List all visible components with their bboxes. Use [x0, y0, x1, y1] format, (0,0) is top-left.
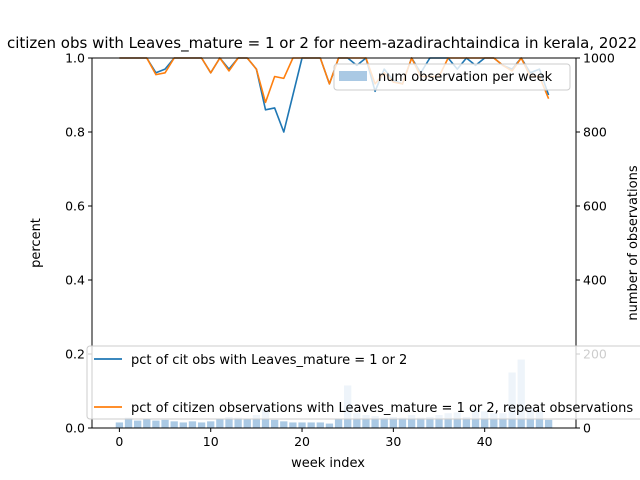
y-axis-ticks: 0.0 0.2 0.4 0.6 0.8 1.0: [65, 51, 92, 436]
bar-week-35: [435, 415, 443, 428]
y-tick-label: 0.4: [65, 273, 85, 288]
bar-week-18: [280, 421, 288, 428]
y2-tick-label: 800: [583, 125, 607, 140]
bar-week-9: [197, 422, 206, 428]
x-axis-ticks: 0 10 20 30 40: [115, 428, 493, 449]
bar-week-40: [481, 411, 489, 428]
y-tick-label: 0.0: [65, 421, 85, 436]
bar-week-20: [298, 422, 306, 428]
x-tick-label: 30: [385, 434, 401, 449]
legend-bar-swatch: [339, 71, 367, 81]
legend-upper-box: [333, 63, 571, 91]
bar-week-8: [188, 421, 197, 428]
bar-week-34: [426, 416, 434, 428]
y2-tick-label: 400: [583, 273, 607, 288]
bar-week-3: [143, 418, 151, 428]
bar-week-33: [417, 417, 425, 428]
bar-week-6: [170, 421, 178, 428]
bar-week-14: [243, 418, 251, 428]
bar-week-26: [353, 413, 361, 428]
bar-week-31: [398, 417, 407, 428]
bar-week-47: [544, 419, 553, 428]
y2-tick-label: 600: [583, 199, 607, 214]
bar-week-1: [124, 417, 133, 428]
bar-week-13: [234, 417, 242, 428]
bar-week-27: [362, 415, 370, 428]
legend-lower-box: [86, 345, 640, 420]
bar-week-4: [152, 420, 160, 428]
bar-week-10: [207, 421, 215, 428]
bar-week-24: [334, 418, 343, 428]
bar-week-37: [453, 412, 461, 428]
bar-week-21: [307, 422, 315, 428]
bar-week-22: [316, 422, 324, 428]
bar-week-30: [389, 416, 398, 428]
bar-week-46: [535, 411, 544, 428]
y-tick-label: 0.2: [65, 347, 85, 362]
bar-week-38: [462, 416, 471, 428]
x-tick-label: 20: [294, 434, 310, 449]
x-tick-label: 10: [203, 434, 219, 449]
bar-week-41: [490, 413, 498, 428]
legend-series-1-label: pct of cit obs with Leaves_mature = 1 or…: [131, 353, 407, 368]
bar-week-19: [289, 422, 297, 428]
y2-axis-label: number of observations: [626, 165, 640, 320]
bar-week-28: [371, 416, 379, 428]
bar-week-12: [225, 416, 233, 428]
y-tick-label: 0.6: [65, 199, 85, 214]
legend-lower: pct of cit obs with Leaves_mature = 1 or…: [86, 345, 640, 420]
plot-frame: [91, 57, 577, 429]
chart-title: citizen obs with Leaves_mature = 1 or 2 …: [7, 34, 637, 53]
y2-tick-label: 1000: [583, 51, 615, 66]
y2-tick-label: 0: [583, 421, 591, 436]
bar-week-36: [444, 413, 452, 428]
y-axis-label: percent: [29, 218, 44, 268]
bar-week-0: [115, 422, 124, 428]
bar-week-11: [216, 418, 224, 428]
bar-week-42: [499, 413, 507, 428]
x-tick-label: 0: [115, 434, 123, 449]
bar-week-23: [325, 423, 334, 428]
bar-week-5: [161, 419, 169, 428]
x-axis-label: week index: [291, 456, 365, 471]
legend-upper: num observation per week: [333, 63, 571, 91]
y-tick-label: 0.8: [65, 125, 85, 140]
bar-week-7: [179, 422, 187, 428]
bar-week-2: [134, 420, 142, 428]
y-tick-label: 1.0: [65, 51, 85, 66]
bar-week-15: [252, 415, 261, 428]
legend-bar-label: num observation per week: [378, 70, 553, 85]
legend-series-2-label: pct of citizen observations with Leaves_…: [131, 401, 633, 416]
bar-week-17: [270, 419, 279, 428]
bar-week-32: [407, 415, 416, 428]
bar-week-29: [380, 417, 388, 428]
x-tick-label: 40: [477, 434, 493, 449]
